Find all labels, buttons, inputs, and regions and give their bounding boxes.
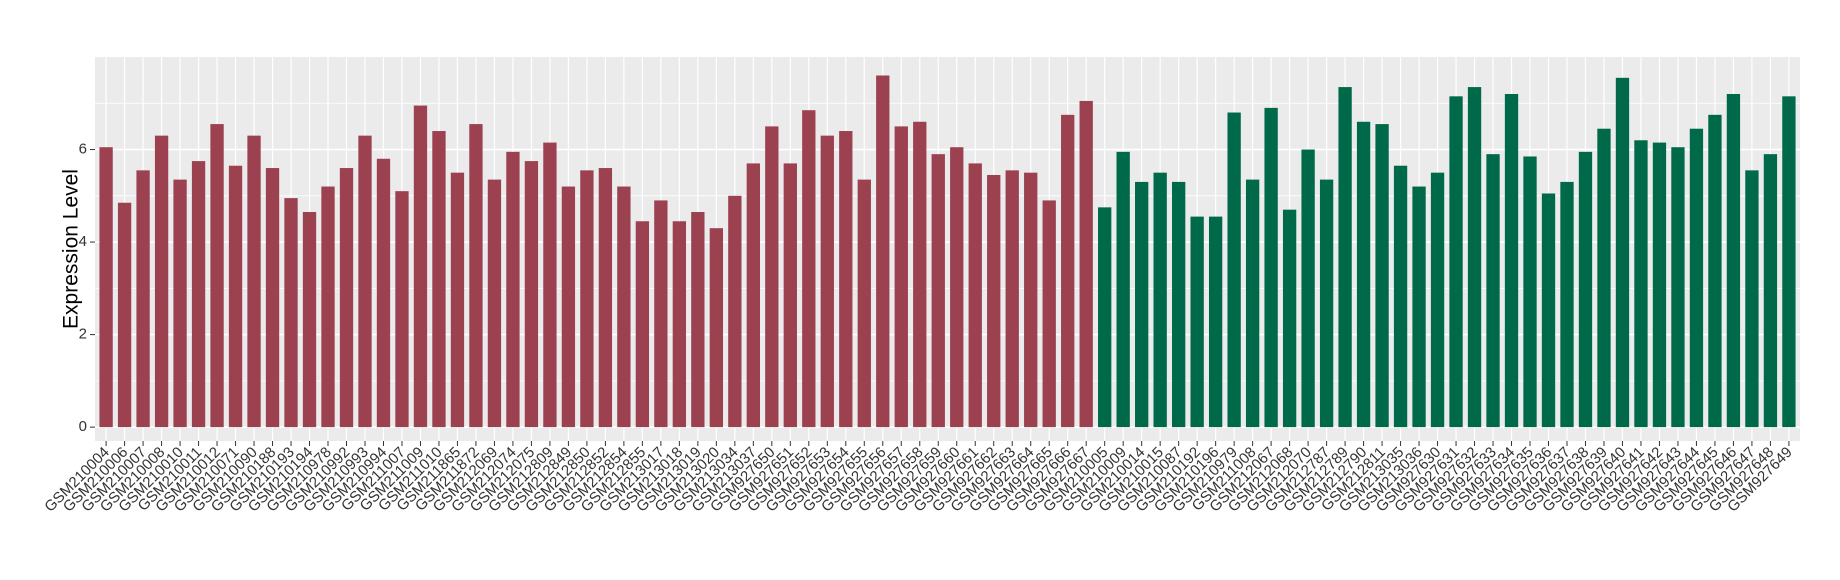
bar — [1208, 216, 1223, 428]
bar — [709, 228, 724, 428]
bar — [913, 121, 927, 428]
bar — [561, 186, 576, 428]
bar — [210, 124, 224, 428]
bar — [950, 147, 964, 428]
bar — [284, 198, 298, 428]
bar — [1042, 200, 1056, 428]
bar — [1763, 154, 1778, 428]
bar — [191, 161, 206, 428]
bar — [1578, 151, 1593, 428]
bar — [691, 211, 705, 428]
bar — [1190, 216, 1204, 428]
bar — [1726, 94, 1741, 428]
bar — [1560, 181, 1574, 428]
bar — [136, 170, 150, 428]
y-tick-label: 4 — [79, 233, 87, 250]
bar — [1264, 107, 1278, 428]
bar — [1356, 121, 1371, 428]
bar — [728, 195, 742, 428]
bar — [1652, 142, 1667, 428]
bar — [580, 170, 594, 428]
bar — [1171, 181, 1186, 428]
bar — [654, 200, 668, 428]
bar — [247, 135, 261, 428]
bar — [857, 179, 871, 428]
bar — [506, 151, 520, 428]
bar — [99, 147, 113, 428]
bar — [746, 163, 760, 428]
bar — [1708, 114, 1722, 428]
bar — [802, 110, 816, 428]
bar — [1412, 186, 1426, 428]
bar — [1245, 179, 1260, 428]
bar — [1061, 114, 1075, 428]
bar — [1153, 172, 1167, 428]
bar — [765, 126, 779, 428]
bar — [413, 105, 428, 428]
bar — [395, 191, 409, 428]
bar — [376, 158, 391, 428]
bar — [839, 131, 853, 428]
bar — [524, 161, 539, 428]
bar — [1098, 207, 1112, 428]
bar — [1116, 151, 1130, 428]
bar — [1079, 100, 1093, 428]
bar — [968, 163, 982, 428]
bar — [339, 168, 354, 428]
bar — [543, 142, 557, 428]
bar — [1430, 172, 1445, 428]
y-axis-title: Expression Level — [60, 169, 83, 329]
bar — [598, 168, 613, 428]
bar — [1745, 170, 1759, 428]
bar — [1449, 96, 1463, 428]
bar — [931, 154, 945, 428]
bar — [1504, 94, 1519, 428]
bar — [432, 131, 446, 428]
bar — [894, 126, 908, 428]
bar — [450, 172, 465, 428]
bar — [876, 75, 890, 428]
bar — [672, 221, 687, 428]
y-tick-label: 2 — [79, 326, 87, 343]
bar — [1523, 156, 1537, 428]
bar — [1634, 140, 1648, 428]
bar — [358, 135, 372, 428]
bar — [321, 186, 335, 428]
bar — [783, 163, 797, 428]
bar — [987, 174, 1001, 428]
bar — [1024, 172, 1038, 428]
bar — [1338, 87, 1352, 428]
bar — [302, 211, 317, 428]
bar — [1393, 165, 1408, 428]
bar — [1319, 179, 1334, 428]
bar — [617, 186, 631, 428]
bar — [173, 179, 187, 428]
bar — [1615, 77, 1630, 428]
bar — [1486, 154, 1500, 428]
bar — [1227, 112, 1241, 428]
bar — [1782, 96, 1796, 428]
bar — [1301, 149, 1315, 428]
bar — [265, 168, 280, 428]
bar — [1467, 87, 1482, 428]
bar — [154, 135, 169, 428]
bar — [1135, 181, 1149, 428]
bar — [1689, 128, 1704, 428]
bar — [469, 124, 483, 428]
bar — [487, 179, 502, 428]
bar — [635, 221, 650, 428]
bar — [1375, 124, 1389, 428]
bar — [1282, 209, 1297, 428]
bar — [820, 135, 834, 428]
y-tick-label: 0 — [79, 418, 87, 435]
bar — [228, 165, 243, 428]
bar — [1005, 170, 1019, 428]
bar — [1671, 147, 1685, 428]
bar — [1541, 193, 1556, 428]
bar — [117, 202, 132, 428]
bar — [1597, 128, 1611, 428]
y-tick-label: 6 — [79, 140, 87, 157]
